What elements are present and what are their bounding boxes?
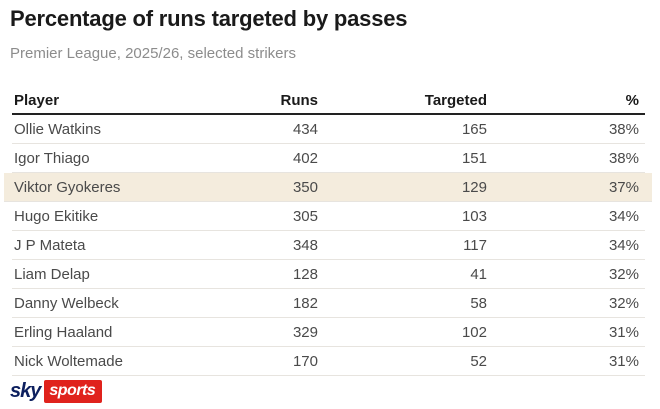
table-row: J P Mateta 348 117 34% (12, 231, 645, 260)
runs-value: 348 (292, 236, 318, 254)
runs-value: 305 (292, 207, 318, 225)
table-row: Erling Haaland 329 102 31% (12, 318, 645, 347)
pct-value: 32% (608, 265, 639, 283)
table-row: Danny Welbeck 182 58 32% (12, 289, 645, 318)
pct-value: 34% (608, 207, 639, 225)
column-header-player: Player (14, 92, 60, 109)
player-name: Viktor Gyokeres (14, 178, 121, 196)
runs-value: 402 (292, 149, 318, 167)
table-body: Ollie Watkins 434 165 38% Igor Thiago 402 151 3… (4, 115, 652, 376)
player-name: Hugo Ekitike (14, 207, 99, 225)
runs-value: 329 (292, 323, 318, 341)
targeted-value: 151 (461, 149, 487, 167)
targeted-value: 165 (461, 120, 487, 138)
pct-value: 38% (608, 120, 639, 138)
targeted-value: 58 (470, 294, 487, 312)
targeted-value: 129 (461, 178, 487, 196)
targeted-value: 41 (470, 265, 487, 283)
sports-logo-badge: sports (44, 380, 103, 403)
player-name: Erling Haaland (14, 323, 113, 341)
pct-value: 38% (608, 149, 639, 167)
column-header-pct: % (625, 92, 639, 109)
runs-value: 128 (292, 265, 318, 283)
runs-value: 182 (292, 294, 318, 312)
table-row: Igor Thiago 402 151 38% (12, 144, 645, 173)
page-title: Percentage of runs targeted by passes (10, 6, 408, 31)
table-row: Liam Delap 128 41 32% (12, 260, 645, 289)
player-name: Nick Woltemade (14, 352, 123, 370)
runs-value: 170 (292, 352, 318, 370)
targeted-value: 117 (463, 236, 487, 254)
targeted-value: 52 (470, 352, 487, 370)
player-name: Ollie Watkins (14, 120, 101, 138)
runs-value: 350 (292, 178, 318, 196)
stats-table: Player Runs Targeted % Ollie Watkins 434 1… (4, 88, 652, 376)
table-row: Ollie Watkins 434 165 38% (12, 115, 645, 144)
targeted-value: 102 (461, 323, 487, 341)
sky-logo-text: sky (10, 379, 41, 402)
pct-value: 37% (608, 178, 639, 196)
player-name: Liam Delap (14, 265, 90, 283)
column-header-targeted: Targeted (424, 92, 487, 109)
table-row: Hugo Ekitike 305 103 34% (12, 202, 645, 231)
column-header-runs: Runs (280, 92, 319, 109)
runs-value: 434 (292, 120, 318, 138)
sky-sports-logo: sky sports (10, 379, 103, 403)
player-name: Igor Thiago (14, 149, 90, 167)
table-header-row: Player Runs Targeted % (12, 88, 645, 115)
pct-value: 32% (608, 294, 639, 312)
player-name: Danny Welbeck (14, 294, 119, 312)
targeted-value: 103 (461, 207, 487, 225)
pct-value: 31% (608, 352, 639, 370)
table-row: Viktor Gyokeres 350 129 37% (4, 173, 652, 202)
table-row: Nick Woltemade 170 52 31% (12, 347, 645, 376)
page-subtitle: Premier League, 2025/26, selected strike… (10, 45, 296, 62)
pct-value: 34% (608, 236, 639, 254)
player-name: J P Mateta (14, 236, 86, 254)
pct-value: 31% (608, 323, 639, 341)
